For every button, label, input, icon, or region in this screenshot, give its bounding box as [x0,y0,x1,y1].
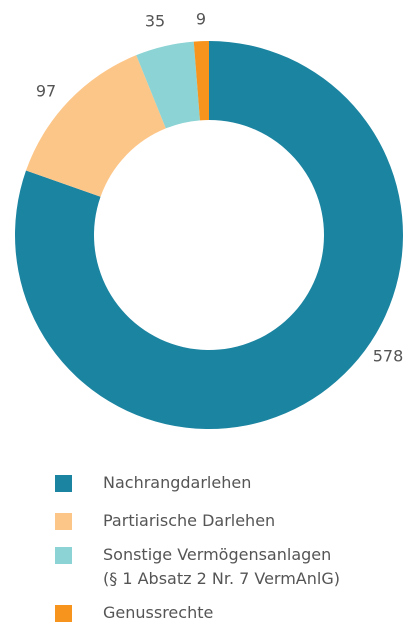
legend-label: Genussrechte [103,603,213,622]
donut-segment [193,41,209,121]
legend-line: Sonstige Vermögensanlagen [103,545,331,564]
legend-label: Sonstige Vermögensanlagen (§ 1 Absatz 2 N… [103,545,340,588]
legend-label: Partiarische Darlehen [103,511,275,530]
legend-line: Partiarische Darlehen [103,511,275,530]
data-label: 35 [145,12,165,31]
legend-line: Genussrechte [103,603,213,622]
legend-swatch [55,513,72,530]
data-label: 9 [196,10,206,29]
data-label: 97 [36,82,56,101]
donut-segment [136,41,200,129]
legend-swatch [55,605,72,622]
donut-segment [26,55,166,197]
legend-swatch [55,475,72,492]
legend-line: Nachrangdarlehen [103,473,251,492]
legend-line: (§ 1 Absatz 2 Nr. 7 VermAnlG) [103,569,340,588]
donut-segment [14,41,403,429]
legend-swatch [55,547,72,564]
legend-label: Nachrangdarlehen [103,473,251,492]
data-label: 578 [373,347,403,366]
